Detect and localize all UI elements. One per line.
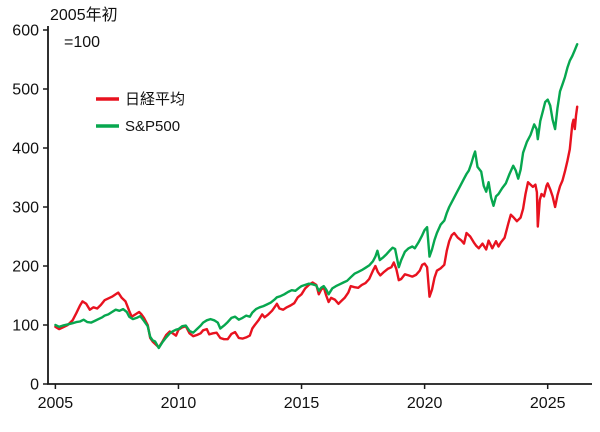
legend-label-sp500: S&P500 bbox=[125, 118, 180, 135]
x-tick-label: 2015 bbox=[284, 395, 320, 412]
y-tick-label: 500 bbox=[12, 82, 39, 99]
series-line-sp500 bbox=[54, 43, 579, 350]
axis-spines bbox=[47, 26, 592, 385]
x-tick-label: 2025 bbox=[530, 395, 566, 412]
x-tick-label: 2010 bbox=[161, 395, 197, 412]
y-tick-label: 0 bbox=[30, 377, 39, 394]
y-tick-label: 200 bbox=[12, 259, 39, 276]
y-tick-label: 600 bbox=[12, 23, 39, 40]
y-tick-label: 100 bbox=[12, 318, 39, 335]
legend-item-sp500: S&P500 bbox=[96, 118, 180, 135]
x-tick-label: 2005 bbox=[38, 395, 74, 412]
legend-label-nikkei: 日経平均 bbox=[125, 91, 185, 108]
legend-item-nikkei: 日経平均 bbox=[96, 91, 185, 108]
x-tick-label: 2020 bbox=[407, 395, 443, 412]
baseline-note-line2: =100 bbox=[64, 34, 100, 51]
y-tick-label: 300 bbox=[12, 200, 39, 217]
series-layer bbox=[54, 43, 579, 350]
series-line-nikkei bbox=[54, 105, 579, 349]
baseline-note-line1: 2005年初 bbox=[50, 6, 118, 24]
axis-layer: 0 100 200 300 400 500 600 2005 2010 2015 2020 2025 bbox=[12, 23, 592, 412]
y-tick-label: 400 bbox=[12, 141, 39, 158]
legend: 日経平均 S&P500 bbox=[96, 91, 185, 135]
